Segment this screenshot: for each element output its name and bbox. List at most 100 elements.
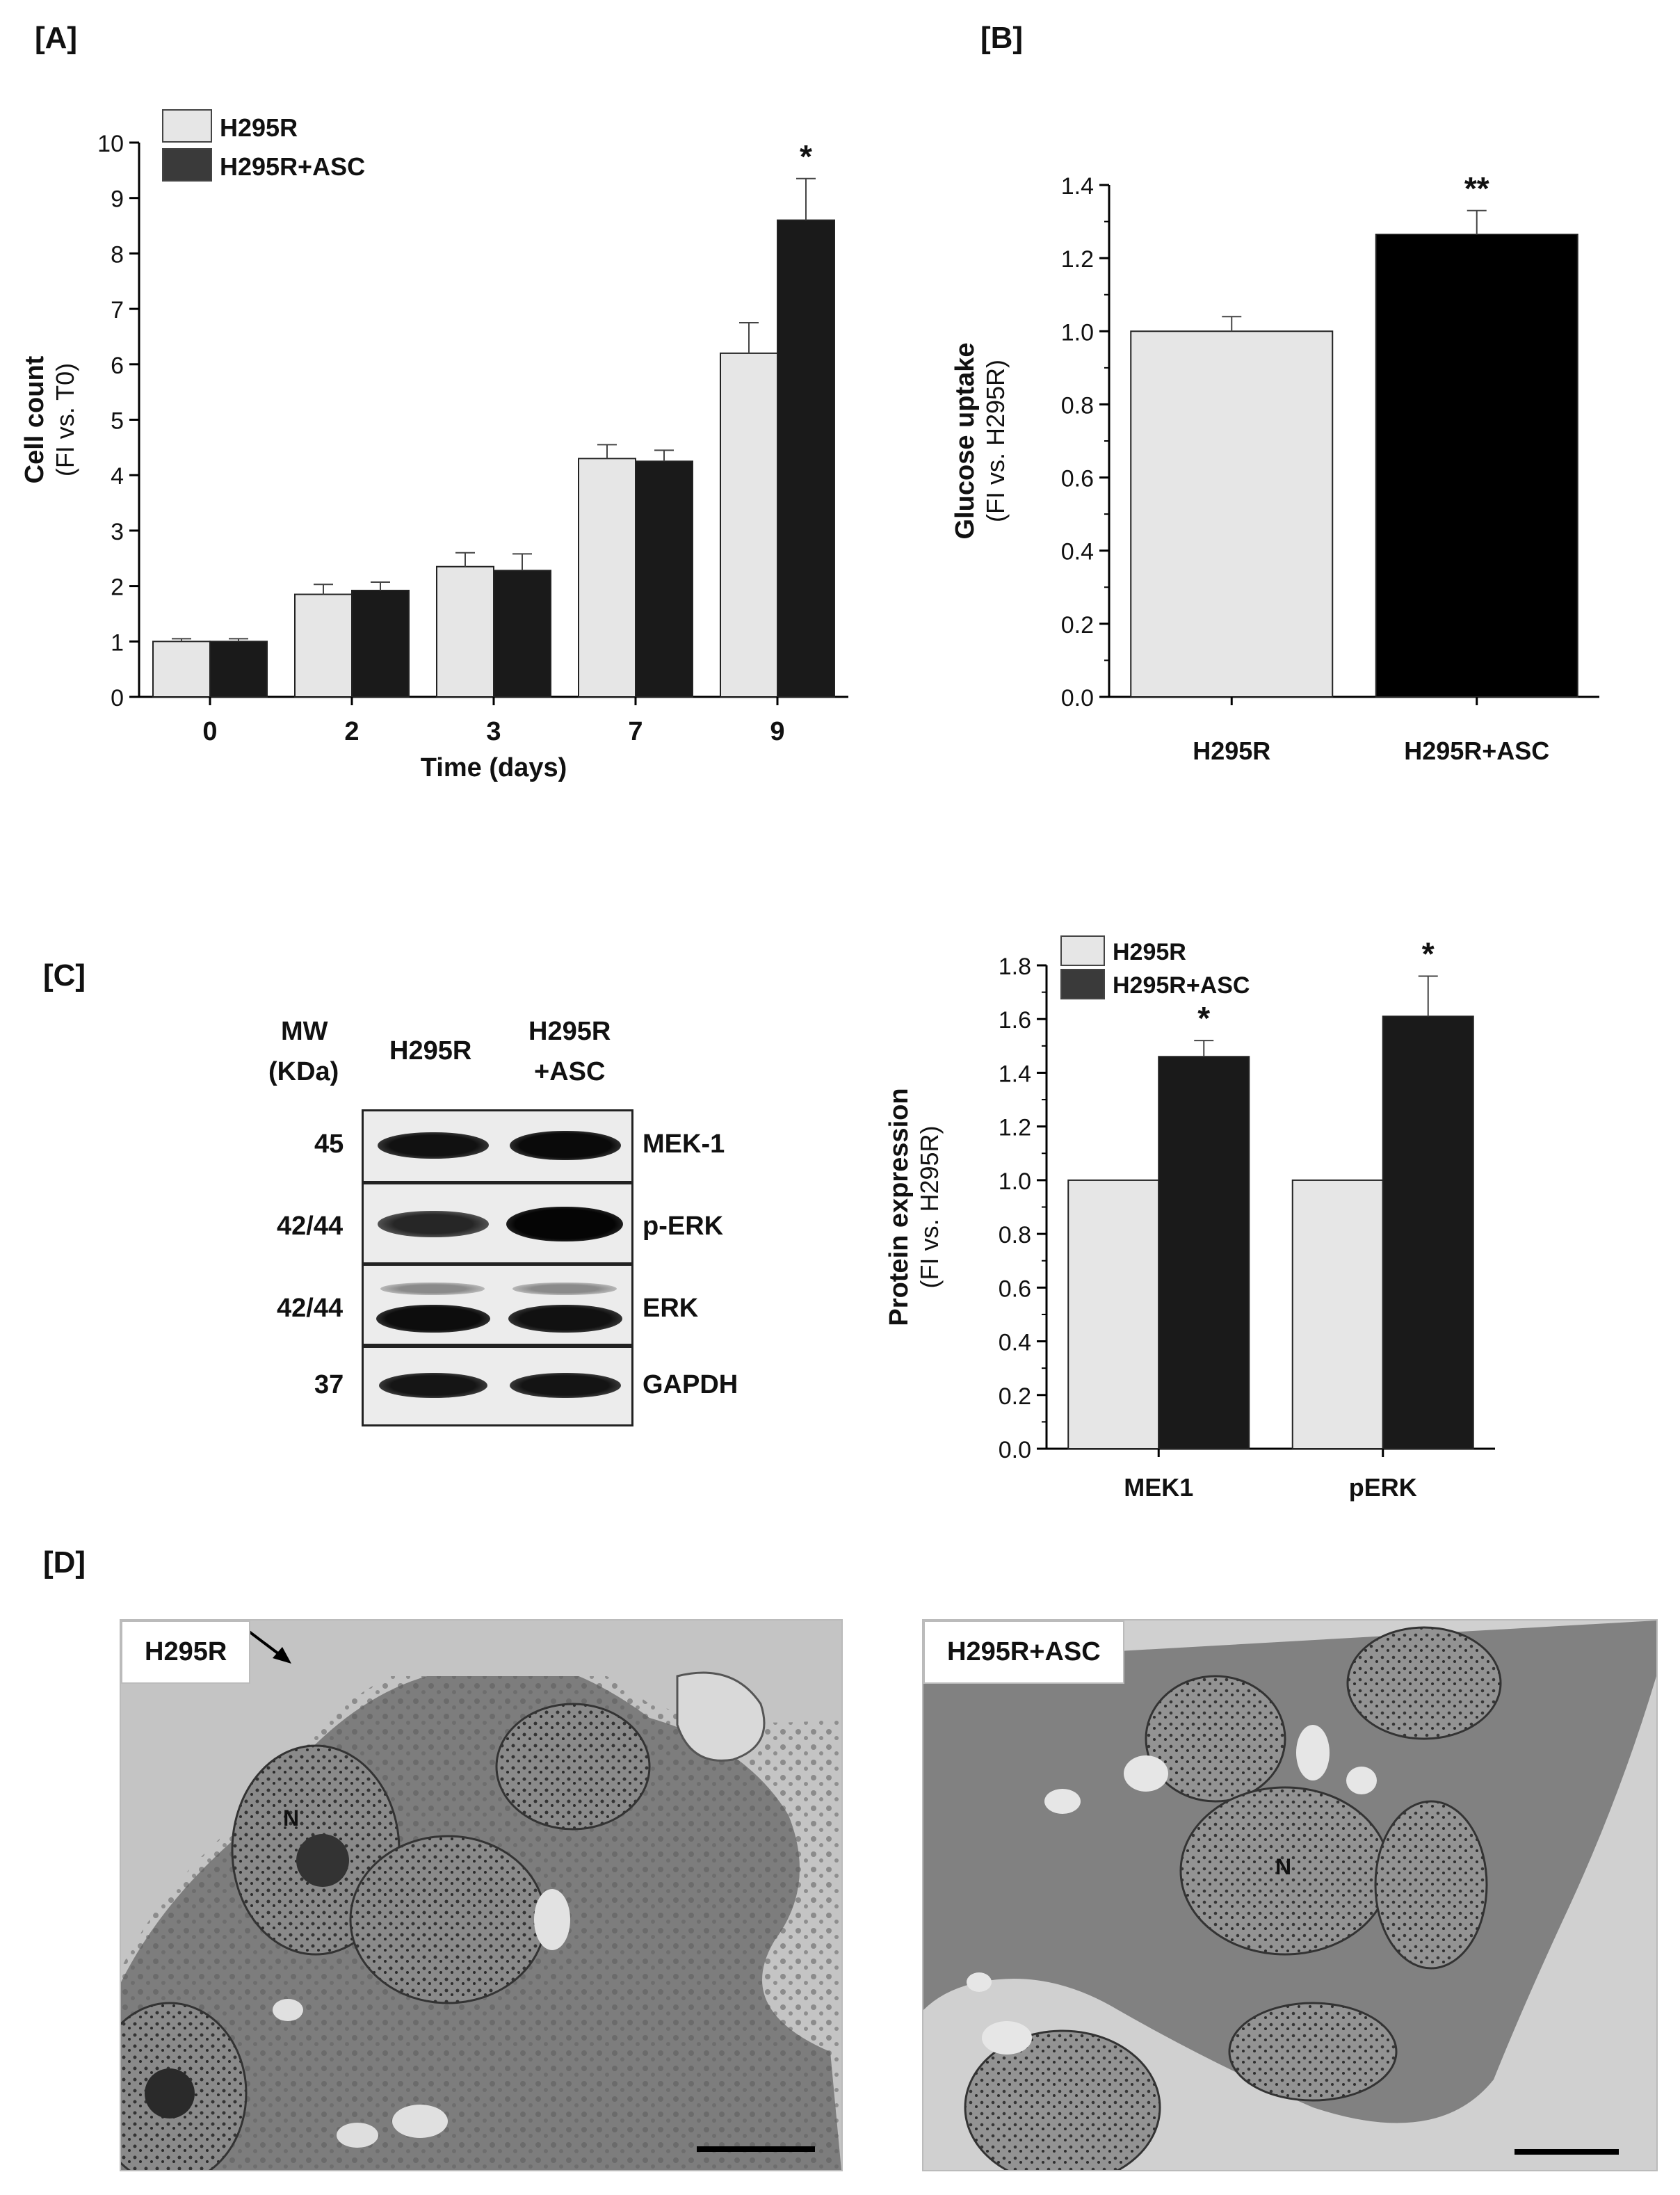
x-tick-label: H295R+ASC xyxy=(1404,737,1549,765)
micrograph-h295r: N H295R xyxy=(120,1619,843,2171)
blot-protein-label: p-ERK xyxy=(643,1212,724,1241)
legend-swatch xyxy=(162,148,212,182)
blot-band xyxy=(508,1305,622,1333)
y-tick-label: 0 xyxy=(111,685,124,711)
y-tick-label: 6 xyxy=(111,353,124,379)
y-axis-subtitle: (FI vs. H295R) xyxy=(981,360,1010,522)
significance-marker: * xyxy=(1422,935,1435,972)
nucleus xyxy=(1145,1675,1286,1803)
chart-c-protein-expression: 0.0 0.2 0.4 0.6 0.8 1.0 1.2 1.4 1.6 1.8 Protein ex… xyxy=(885,935,1495,1502)
legend-label: H295R+ASC xyxy=(1113,972,1250,999)
y-tick-label: 1.0 xyxy=(999,1168,1031,1195)
bar xyxy=(493,570,551,698)
bar xyxy=(1382,1015,1474,1450)
legend-label: H295R xyxy=(1113,939,1186,965)
panel-label-a: [A] xyxy=(35,21,78,55)
significance-marker: * xyxy=(1197,1000,1210,1036)
blot-protein-label: ERK xyxy=(643,1294,699,1323)
significance-marker: ** xyxy=(1464,170,1489,207)
nucleus xyxy=(1228,2002,1398,2102)
blot-band xyxy=(510,1373,621,1398)
legend-swatch xyxy=(162,109,212,143)
bar xyxy=(152,641,211,698)
panel-label-b: [B] xyxy=(980,21,1024,55)
blot-strip-erk xyxy=(362,1264,633,1346)
vacuole xyxy=(982,2021,1032,2055)
legend-swatch xyxy=(1060,969,1105,999)
y-tick-label: 1 xyxy=(111,629,124,656)
y-tick-label: 0.0 xyxy=(999,1437,1031,1463)
y-tick-label: 1.8 xyxy=(999,954,1031,980)
x-tick-label: H295R xyxy=(1193,737,1270,765)
bar xyxy=(578,458,636,698)
blot-lane2-label-line1: H295R xyxy=(528,1017,611,1046)
blot-band xyxy=(512,1283,617,1295)
vacuole xyxy=(967,1972,992,1992)
nucleus xyxy=(1346,1626,1502,1740)
nucleus-marker: N xyxy=(1275,1854,1291,1879)
y-tick-label: 8 xyxy=(111,241,124,268)
y-tick-label: 4 xyxy=(111,463,124,490)
arrow-head xyxy=(273,1647,291,1664)
legend-swatch xyxy=(1060,935,1105,966)
vacuole xyxy=(534,1889,570,1950)
nucleus-marker: N xyxy=(283,1806,299,1831)
vacuole xyxy=(337,2123,378,2148)
scale-bar xyxy=(1515,2149,1619,2155)
bar xyxy=(436,565,494,698)
blot-mw-header: MW xyxy=(281,1017,328,1046)
y-tick-label: 1.2 xyxy=(999,1115,1031,1141)
y-axis-title: Glucose uptake xyxy=(951,343,980,540)
y-tick-label: 2 xyxy=(111,574,124,601)
bar xyxy=(635,460,693,698)
nucleolus xyxy=(145,2068,195,2118)
y-tick-label: 0.2 xyxy=(999,1383,1031,1410)
blot-mw-value: 42/44 xyxy=(277,1212,344,1241)
micrograph-h295r-asc-image: N xyxy=(923,1621,1656,2170)
y-tick-label: 0.4 xyxy=(1061,539,1094,565)
blot-mw-value: 42/44 xyxy=(277,1294,344,1323)
vacuole xyxy=(1044,1789,1081,1814)
vacuole xyxy=(676,1671,766,1762)
bar xyxy=(1130,330,1334,698)
y-tick-label: 0.2 xyxy=(1061,612,1094,638)
nucleus xyxy=(964,2029,1161,2170)
blot-mw-value: 37 xyxy=(314,1370,344,1399)
vacuole xyxy=(1124,1755,1168,1792)
x-tick-label: 0 xyxy=(202,717,217,746)
x-tick-label: pERK xyxy=(1349,1473,1417,1502)
vacuole xyxy=(1346,1767,1377,1794)
y-tick-label: 3 xyxy=(111,519,124,545)
y-tick-label: 10 xyxy=(97,131,124,157)
x-tick-label: 2 xyxy=(344,717,359,746)
blot-band xyxy=(380,1283,485,1295)
significance-marker: * xyxy=(800,138,812,175)
bar xyxy=(777,219,835,698)
bar xyxy=(209,641,268,698)
panel-label-d: [D] xyxy=(43,1545,86,1579)
micrograph-label-h295r: H295R xyxy=(121,1621,251,1684)
blot-mw-value: 45 xyxy=(314,1129,344,1159)
blot-strip-perk xyxy=(362,1182,633,1264)
x-tick-label: 3 xyxy=(486,717,501,746)
blot-band xyxy=(379,1373,487,1398)
nucleus xyxy=(1374,1800,1488,1970)
scale-bar xyxy=(697,2146,815,2152)
x-tick-label: MEK1 xyxy=(1124,1473,1193,1502)
y-tick-label: 1.4 xyxy=(999,1061,1031,1087)
y-tick-label: 0.8 xyxy=(1061,392,1094,419)
vacuole xyxy=(392,2105,448,2138)
blot-band xyxy=(506,1207,623,1241)
y-tick-label: 5 xyxy=(111,408,124,435)
y-tick-label: 1.2 xyxy=(1061,246,1094,273)
blot-band xyxy=(378,1132,489,1159)
blot-band xyxy=(376,1305,490,1333)
chart-a-cell-count: 0 1 2 3 4 5 6 7 8 9 10 Cell count (FI vs. T0) 0 2 3 7 * 9 T… xyxy=(20,109,848,782)
y-axis-subtitle: (FI vs. T0) xyxy=(51,363,79,476)
y-tick-label: 0.0 xyxy=(1061,685,1094,711)
blot-lane1-label: H295R xyxy=(389,1036,472,1066)
micrograph-h295r-asc: N H295R+ASC xyxy=(922,1619,1658,2171)
panel-label-c: [C] xyxy=(43,958,86,992)
y-tick-label: 0.8 xyxy=(999,1222,1031,1248)
x-tick-label: 9 xyxy=(770,717,784,746)
